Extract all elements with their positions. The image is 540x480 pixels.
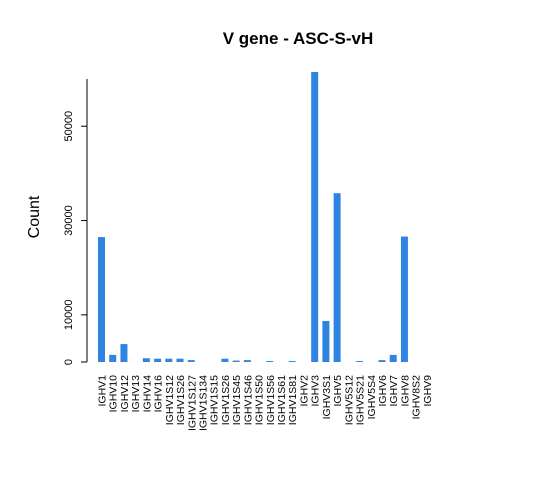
bar-ighv1s56 (266, 361, 274, 362)
x-tick-label: IGHV1S26 (220, 375, 232, 425)
y-tick-label: 50000 (63, 111, 75, 142)
x-axis-labels: IGHV1 IGHV10 IGHV12 IGHV13 IGHV14 IGHV16 IGHV1… (97, 375, 434, 431)
x-tick-label: IGHV8 (399, 375, 411, 407)
y-tick-label: 0 (63, 359, 75, 365)
x-tick-label: IGHV5S4 (366, 375, 378, 420)
bar-ighv16 (154, 358, 162, 362)
bar-ighv10 (109, 354, 117, 362)
bar-ighv1s12 (165, 358, 173, 362)
x-tick-label: IGHV16 (153, 375, 165, 413)
x-tick-label: IGHV1S46 (242, 375, 254, 425)
bar-ighv1 (98, 237, 105, 362)
y-tick-label: 10000 (63, 300, 75, 331)
bar-ighv1s46 (243, 360, 251, 362)
bar-ighv1s26 (176, 358, 184, 362)
bar-ighv1s45 (232, 360, 240, 362)
x-tick-label: IGHV1S45 (231, 375, 243, 425)
x-tick-label: IGHV1S134 (197, 375, 209, 431)
bar-ighv1s81 (288, 361, 296, 362)
y-tick-label: 30000 (63, 205, 75, 236)
x-tick-label: IGHV5 (332, 375, 344, 407)
x-tick-label: IGHV1S127 (186, 375, 198, 431)
x-tick-label: IGHV5S21 (355, 375, 367, 425)
bar-ighv7 (389, 354, 397, 362)
x-tick-label: IGHV9 (422, 375, 434, 407)
bar-ighv1s127 (187, 360, 195, 362)
x-tick-label: IGHV13 (130, 375, 142, 413)
x-tick-label: IGHV5S12 (343, 375, 355, 425)
x-tick-label: IGHV1S61 (276, 375, 288, 425)
x-tick-label: IGHV7 (388, 375, 400, 407)
x-tick-label: IGHV10 (108, 375, 120, 413)
bars (98, 72, 408, 362)
bar-ighv3s1 (322, 320, 330, 362)
x-tick-label: IGHV6 (377, 375, 389, 407)
x-tick-label: IGHV2 (298, 375, 310, 407)
bar-ighv5 (333, 193, 341, 362)
x-tick-label: IGHV1S50 (254, 375, 266, 425)
x-tick-label: IGHV1 (97, 375, 109, 407)
x-tick-label: IGHV8S2 (411, 375, 423, 420)
x-tick-label: IGHV1S26 (175, 375, 187, 425)
x-tick-label: IGHV3 (310, 375, 322, 407)
bar-ighv3 (311, 72, 319, 362)
x-tick-label: IGHV3S1 (321, 375, 333, 420)
y-axis-ticks: 0 10000 30000 50000 (63, 111, 87, 365)
bar-ighv1s26 (221, 358, 229, 362)
y-axis-label: Count (26, 195, 43, 238)
bar-ighv8 (400, 236, 408, 362)
x-tick-label: IGHV1S56 (265, 375, 277, 425)
bar-ighv5s21 (356, 361, 364, 362)
x-tick-label: IGHV14 (141, 375, 153, 413)
x-tick-label: IGHV12 (119, 375, 131, 413)
x-tick-label: IGHV1S12 (164, 375, 176, 425)
bar-ighv6 (378, 360, 386, 362)
x-tick-label: IGHV1S15 (209, 375, 221, 425)
bar-ighv12 (120, 344, 128, 362)
x-tick-label: IGHV1S81 (287, 375, 299, 425)
bar-ighv14 (142, 358, 150, 362)
chart-title: V gene - ASC-S-vH (223, 29, 374, 48)
